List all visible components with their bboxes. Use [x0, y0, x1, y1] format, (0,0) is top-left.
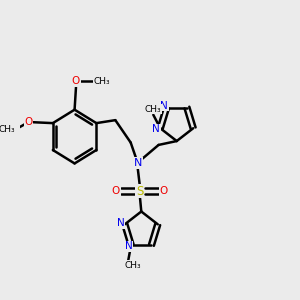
Text: O: O	[24, 117, 32, 127]
Text: CH₃: CH₃	[0, 125, 15, 134]
Text: O: O	[112, 186, 120, 196]
Text: N: N	[152, 124, 160, 134]
Text: N: N	[117, 218, 124, 228]
Text: N: N	[160, 101, 168, 111]
Text: O: O	[160, 186, 168, 196]
Text: CH₃: CH₃	[124, 261, 141, 270]
Text: O: O	[72, 76, 80, 86]
Text: CH₃: CH₃	[94, 77, 110, 86]
Text: N: N	[125, 242, 133, 251]
Text: CH₃: CH₃	[145, 105, 162, 114]
Text: N: N	[134, 158, 142, 168]
Text: S: S	[136, 185, 144, 198]
